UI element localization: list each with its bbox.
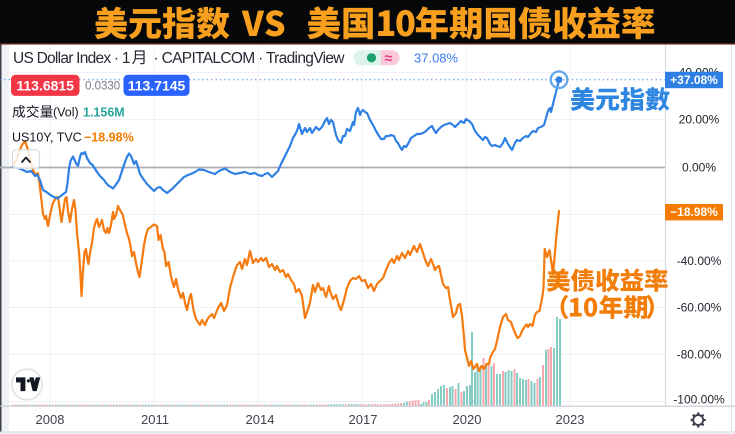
svg-text:0.00%: 0.00% xyxy=(682,161,716,175)
svg-text:-60.00%: -60.00% xyxy=(677,301,722,315)
svg-text:(Vol): (Vol) xyxy=(53,106,79,120)
svg-text:0.0330: 0.0330 xyxy=(85,81,120,93)
svg-text:US Dollar Index · 1: US Dollar Index · 1 xyxy=(13,50,131,67)
svg-text:· CAPITALCOM · TradingView: · CAPITALCOM · TradingView xyxy=(154,50,346,67)
svg-text:2011: 2011 xyxy=(141,412,169,427)
svg-text:US10Y, TVC: US10Y, TVC xyxy=(12,130,82,144)
svg-text:2023: 2023 xyxy=(556,412,585,427)
svg-text:20.00%: 20.00% xyxy=(679,113,720,127)
svg-text:+37.08%: +37.08% xyxy=(670,73,718,87)
svg-text:−18.98%: −18.98% xyxy=(84,130,134,144)
svg-text:2014: 2014 xyxy=(246,412,275,427)
svg-text:2017: 2017 xyxy=(349,412,378,427)
svg-text:−18.98%: −18.98% xyxy=(670,205,718,219)
svg-text:37.08%: 37.08% xyxy=(414,50,459,65)
svg-text:1.156M: 1.156M xyxy=(83,106,125,120)
svg-text:113.7145: 113.7145 xyxy=(128,78,186,94)
svg-text:-40.00%: -40.00% xyxy=(677,254,722,268)
svg-text:113.6815: 113.6815 xyxy=(16,78,74,94)
svg-text:≈: ≈ xyxy=(385,51,393,67)
svg-text:2020: 2020 xyxy=(453,412,482,427)
svg-text:-100.00%: -100.00% xyxy=(673,393,725,407)
svg-text:2008: 2008 xyxy=(36,412,65,427)
svg-text:-80.00%: -80.00% xyxy=(677,348,722,362)
